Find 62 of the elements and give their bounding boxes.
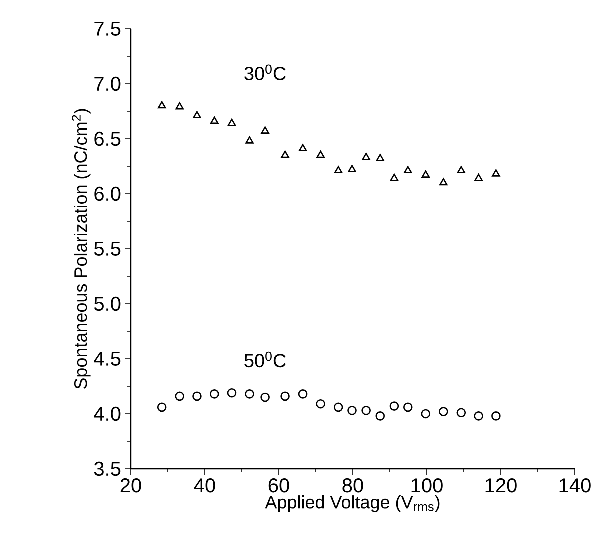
point xyxy=(348,406,357,416)
y-tick-label: 6.5 xyxy=(94,132,121,146)
y-tick-label: 7.5 xyxy=(94,22,121,36)
point xyxy=(456,408,466,418)
point xyxy=(474,412,484,421)
point xyxy=(228,118,236,126)
point xyxy=(362,406,371,416)
x-tick-label: 100 xyxy=(412,478,443,493)
point xyxy=(281,150,290,158)
x-tick-label: 20 xyxy=(120,478,142,493)
point xyxy=(421,409,431,419)
y-tick-label: 6.0 xyxy=(94,186,121,202)
point xyxy=(376,154,384,162)
point xyxy=(316,150,325,158)
point xyxy=(439,407,448,416)
point xyxy=(245,390,254,399)
y-tick-label: 7.0 xyxy=(94,76,121,92)
y-axis-title: Spontaneous Polarization (nC/cm$^{2}$) xyxy=(72,109,91,390)
point xyxy=(457,166,466,174)
point xyxy=(440,178,448,186)
point xyxy=(316,399,326,409)
x-tick-label: 60 xyxy=(268,478,290,493)
point xyxy=(260,392,270,402)
point xyxy=(193,111,202,119)
point xyxy=(261,126,270,134)
point xyxy=(334,166,343,174)
point xyxy=(298,144,308,152)
point xyxy=(158,101,166,109)
x-axis-title: Applied Voltage (V$_{rms}$) xyxy=(265,496,440,512)
point xyxy=(176,102,184,110)
point xyxy=(175,392,184,402)
y-tick-label: 4.5 xyxy=(94,352,121,366)
point xyxy=(348,165,356,172)
point xyxy=(422,170,430,178)
x-tick-label: 120 xyxy=(486,478,517,493)
x-tick-label: 140 xyxy=(560,478,591,493)
point xyxy=(390,174,399,182)
y-tick-label: 3.5 xyxy=(94,462,121,476)
point xyxy=(246,136,254,144)
point xyxy=(227,388,237,398)
point xyxy=(390,402,400,411)
point xyxy=(157,402,167,412)
point xyxy=(362,153,370,160)
point xyxy=(210,390,220,399)
point xyxy=(404,166,412,174)
x-tick-label: 40 xyxy=(194,478,216,493)
point xyxy=(210,116,219,124)
point xyxy=(376,412,386,421)
point xyxy=(298,390,308,399)
y-tick-label: 5.5 xyxy=(94,242,121,256)
y-tick-label: 5.0 xyxy=(94,296,121,312)
point xyxy=(403,402,413,412)
series-label: 50$^{0}$C xyxy=(244,352,286,368)
point xyxy=(334,402,344,412)
point xyxy=(474,174,483,182)
x-tick-label: 80 xyxy=(342,478,364,493)
point xyxy=(492,170,500,177)
text: 30$^{0}$C xyxy=(244,64,286,80)
point xyxy=(192,392,202,402)
point xyxy=(492,412,501,421)
point xyxy=(280,392,290,402)
y-tick-label: 4.0 xyxy=(94,406,121,422)
